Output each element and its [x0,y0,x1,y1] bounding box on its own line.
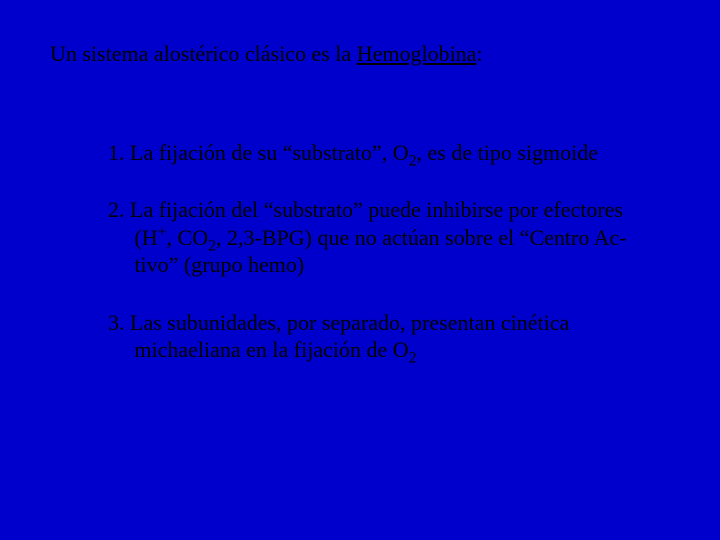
list-item-3: 3. Las subunidades, por separado, presen… [108,309,670,364]
title-underlined: Hemoglobina [357,41,477,66]
item3-line1: 3. Las subunidades, por separado, presen… [108,310,569,335]
item1-sub: 2 [409,152,417,169]
list-item-2: 2. La fijación del “substrato” puede inh… [108,196,670,279]
item2-line3: tivo” (grupo hemo) [134,252,304,277]
item2-line1: 2. La fijación del “substrato” puede inh… [108,197,623,222]
title-prefix: Un sistema alostérico clásico es la [50,41,357,66]
item2-sup-h: + [158,223,167,240]
list-item-1: 1. La fijación de su “substrato”, O2, es… [108,139,670,167]
list: 1. La fijación de su “substrato”, O2, es… [108,139,670,364]
item1-tail: , es de tipo sigmoide [417,140,598,165]
item2-line2-lead: (H [134,225,157,250]
item2-mid1: , CO [167,225,209,250]
item2-mid2: , 2,3-BPG) que no actúan sobre el “Centr… [216,225,627,250]
title-suffix: : [476,41,482,66]
slide: Un sistema alostérico clásico es la Hemo… [0,0,720,540]
item1-lead: 1. La fijación de su “substrato”, O [108,140,409,165]
slide-title: Un sistema alostérico clásico es la Hemo… [50,40,670,69]
item3-sub-o2: 2 [409,349,417,366]
item3-line2-lead: michaeliana en la fijación de O [134,337,408,362]
